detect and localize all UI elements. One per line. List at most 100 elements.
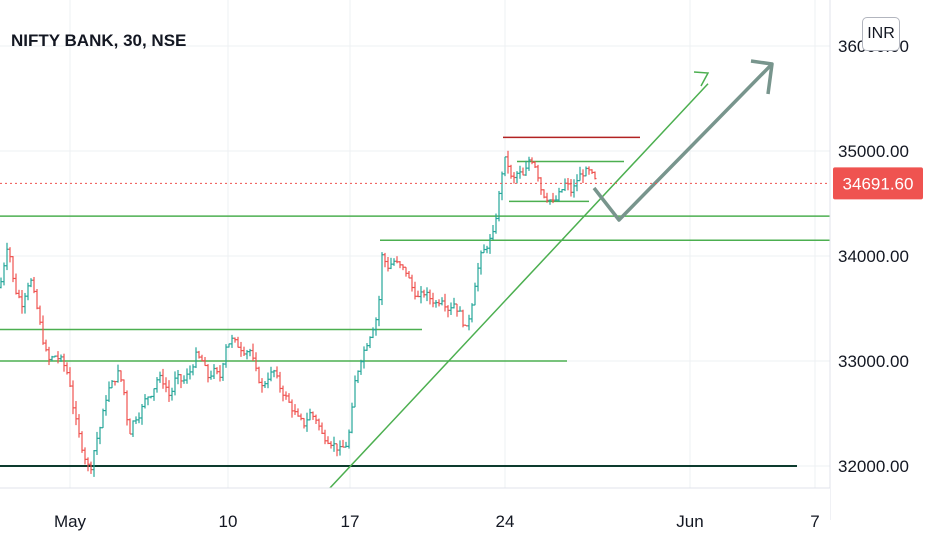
ohlc-bar — [332, 436, 336, 452]
ohlc-bar — [206, 364, 210, 383]
ohlc-bar — [257, 366, 261, 384]
ohlc-bar — [200, 354, 204, 362]
ohlc-bar — [26, 282, 30, 301]
ohlc-bar — [398, 261, 402, 269]
ohlc-bar — [353, 375, 357, 408]
ohlc-bar — [56, 351, 60, 364]
ohlc-bar — [17, 289, 21, 299]
ohlc-bar — [542, 189, 546, 199]
ohlc-bar — [2, 262, 6, 286]
trend-arrow-head[interactable] — [693, 71, 710, 87]
ohlc-bar — [86, 457, 90, 472]
ohlc-bar — [380, 252, 384, 306]
ohlc-bar — [533, 161, 537, 168]
ohlc-bar — [224, 344, 228, 368]
ohlc-bar — [584, 166, 588, 177]
ohlc-bar — [488, 234, 492, 254]
ohlc-bar — [113, 380, 117, 386]
ohlc-bar — [464, 324, 468, 327]
ohlc-bar — [350, 402, 354, 434]
ohlc-bar — [95, 431, 99, 456]
ohlc-bar — [170, 387, 174, 401]
price-tick-label: 34000.00 — [838, 247, 909, 266]
ohlc-bar — [527, 156, 531, 171]
ohlc-bar — [437, 299, 441, 307]
ohlc-bar — [119, 370, 123, 382]
ohlc-bar — [395, 256, 399, 264]
ohlc-bar — [137, 412, 141, 424]
ohlc-bar — [479, 250, 483, 275]
ohlc-bar — [449, 302, 453, 316]
ohlc-bar — [245, 349, 249, 360]
ohlc-bar — [578, 166, 582, 182]
ohlc-bar — [254, 352, 258, 372]
ohlc-bar — [260, 378, 264, 393]
ohlc-bar — [317, 418, 321, 431]
ohlc-bar — [461, 309, 465, 328]
ohlc-bar — [392, 258, 396, 266]
ohlc-bar — [374, 317, 378, 336]
ohlc-bar — [560, 189, 564, 193]
ohlc-bar — [164, 377, 168, 393]
ohlc-bar — [248, 348, 252, 357]
ohlc-bar — [401, 264, 405, 271]
price-tick-label: 33000.00 — [838, 352, 909, 371]
ohlc-bar — [218, 365, 222, 382]
ohlc-bar — [521, 167, 525, 176]
ohlc-bar — [452, 297, 456, 309]
ohlc-bar — [131, 420, 135, 437]
ohlc-bar — [425, 287, 429, 302]
ohlc-bar — [272, 369, 276, 378]
ohlc-bar — [503, 156, 507, 177]
ohlc-bar — [11, 256, 15, 283]
trend-line[interactable] — [324, 83, 709, 494]
ohlc-bar — [47, 346, 51, 366]
time-axis-background[interactable] — [0, 488, 830, 550]
ohlc-bar — [470, 303, 474, 323]
last-price-tag — [833, 167, 923, 200]
ohlc-bar — [53, 355, 57, 358]
ohlc-bar — [44, 339, 48, 352]
ohlc-bar — [116, 364, 120, 383]
ohlc-bar — [80, 431, 84, 453]
ohlc-bar — [302, 417, 306, 429]
projection-arrow-head[interactable] — [750, 59, 774, 95]
ohlc-bar — [572, 179, 576, 198]
ohlc-bar — [29, 278, 33, 288]
ohlc-bar — [566, 178, 570, 191]
currency-badge[interactable]: INR — [862, 17, 900, 51]
ohlc-bar — [554, 195, 558, 202]
ohlc-bar — [536, 164, 540, 182]
ohlc-bar — [50, 355, 54, 362]
ohlc-bar — [377, 295, 381, 327]
ohlc-bar — [371, 327, 375, 339]
ohlc-bar — [491, 224, 495, 241]
ohlc-bar — [5, 242, 9, 271]
ohlc-bar — [383, 252, 387, 268]
ohlc-bar — [233, 337, 237, 343]
ohlc-bar — [20, 289, 24, 314]
ohlc-bar — [551, 192, 555, 204]
ohlc-bar — [101, 408, 105, 429]
price-axis-background[interactable] — [830, 0, 932, 520]
time-tick-label: 7 — [810, 512, 819, 531]
drawn-lines[interactable] — [0, 83, 830, 494]
ohlc-bar — [467, 314, 471, 331]
ohlc-bar — [155, 377, 159, 393]
ohlc-bar — [134, 416, 138, 425]
ohlc-bar — [212, 364, 216, 379]
ohlc-bar — [407, 270, 411, 279]
ohlc-bar — [179, 374, 183, 389]
chart-title[interactable]: NIFTY BANK, 30, NSE — [11, 31, 186, 50]
ohlc-bar — [197, 350, 201, 359]
ohlc-bar — [293, 404, 297, 415]
drawn-arrows[interactable] — [592, 59, 774, 222]
price-tick-label: 32000.00 — [838, 457, 909, 476]
ohlc-bar — [446, 305, 450, 318]
ohlc-bar — [71, 380, 75, 415]
projection-arrow[interactable] — [592, 62, 774, 222]
ohlc-bar — [281, 385, 285, 402]
ohlc-bar — [41, 315, 45, 345]
ohlc-bar — [458, 306, 462, 312]
